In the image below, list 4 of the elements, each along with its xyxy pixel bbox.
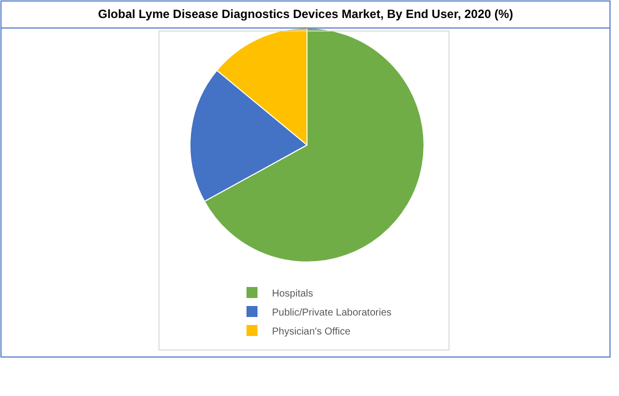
legend-label: Physician's Office — [272, 326, 351, 338]
chart-title: Global Lyme Disease Diagnostics Devices Market, By End User, 2020 (%) — [98, 7, 514, 21]
legend-label: Public/Private Laboratories — [272, 307, 392, 318]
legend-label: Hospitals — [272, 288, 314, 300]
